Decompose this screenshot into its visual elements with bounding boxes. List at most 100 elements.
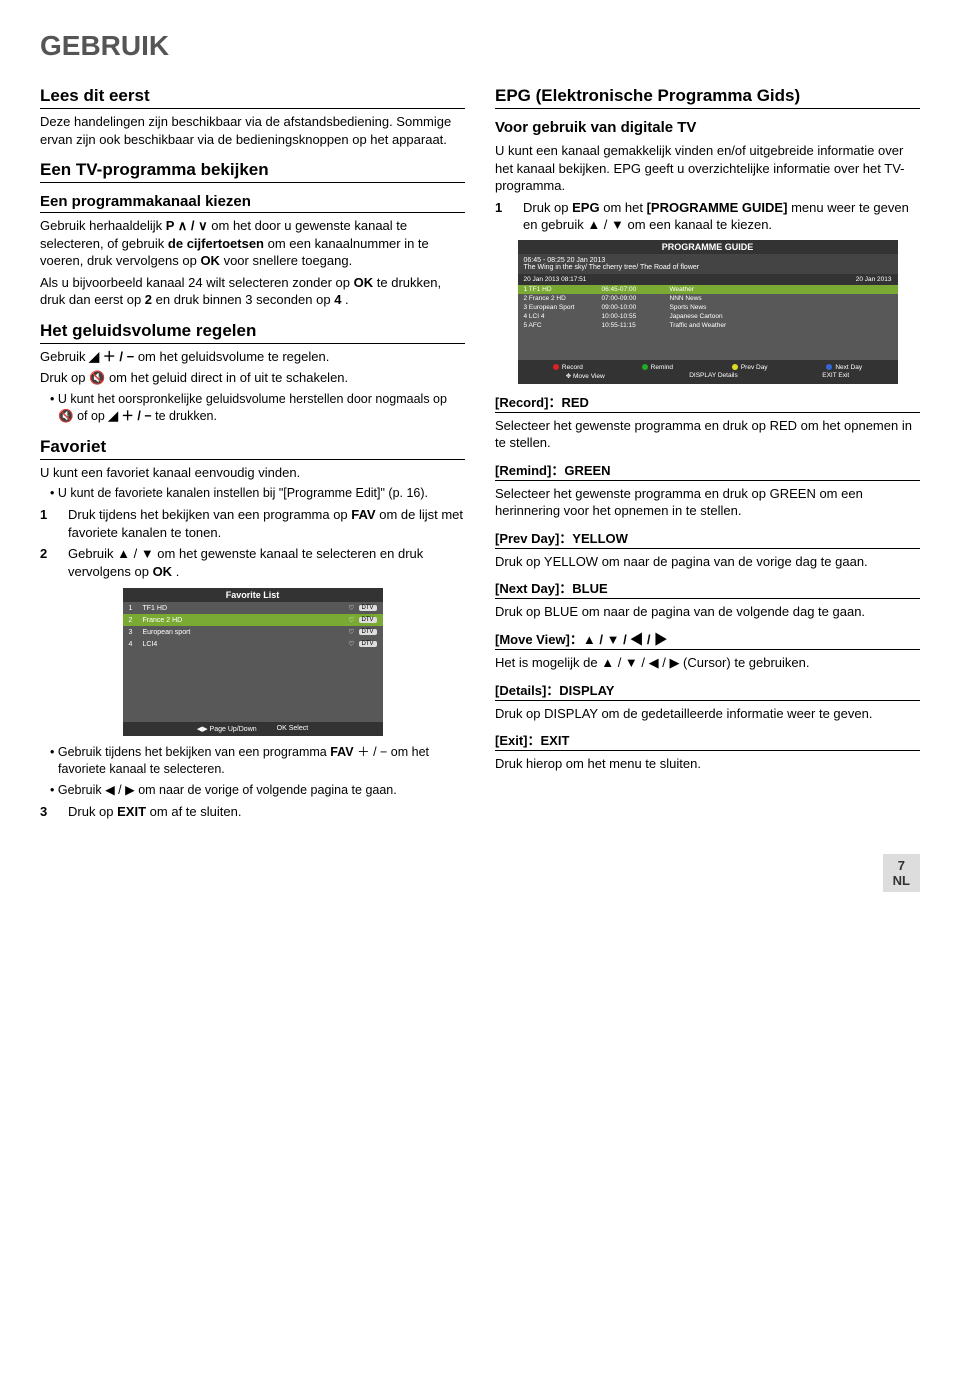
txt: Record <box>562 364 583 371</box>
step-body: Druk op EPG om het [PROGRAMME GUIDE] men… <box>523 199 920 234</box>
txt: de cijfertoetsen <box>168 236 264 251</box>
fav-row: 4LCI4♡DTV <box>123 638 383 650</box>
fav-row-empty <box>123 698 383 710</box>
epg-date-l: 20 Jan 2013 08:17:51 <box>524 276 587 283</box>
txt: FAV <box>351 507 375 522</box>
txt: The Wing in the sky/ The cherry tree/ Th… <box>524 264 892 271</box>
txt: • U kunt het oorspronkelijke geluidsvolu… <box>50 392 447 406</box>
txt: om af te sluiten. <box>150 804 242 819</box>
blue-dot-icon <box>826 364 832 370</box>
txt: om het <box>603 200 646 215</box>
fav-row: 1TF1 HD♡DTV <box>123 602 383 614</box>
txt: 2 <box>145 292 152 307</box>
section-heading: [Prev Day]：YELLOW <box>495 528 920 549</box>
txt: Druk op <box>523 200 572 215</box>
vol-icon: ◢ ＋ / − <box>89 349 134 364</box>
txt: Prev Day <box>741 364 768 371</box>
txt: om het geluid direct in of uit te schake… <box>109 370 348 385</box>
left-column: Lees dit eerst Deze handelingen zijn bes… <box>40 74 465 824</box>
vol-icon: ◢ ＋ / − <box>108 409 151 423</box>
fav-row-empty <box>123 674 383 686</box>
txt: te drukken. <box>155 409 217 423</box>
txt: OK <box>354 275 374 290</box>
txt: Next Day <box>835 364 862 371</box>
right-column: EPG (Elektronische Programma Gids) Voor … <box>495 74 920 824</box>
section-body: Druk op BLUE om naar de pagina van de vo… <box>495 603 920 621</box>
epg-figure: PROGRAMME GUIDE 06:45 - 08:25 20 Jan 201… <box>518 240 898 384</box>
txt: om het geluidsvolume te regelen. <box>138 349 330 364</box>
txt: OK <box>200 253 220 268</box>
fav-row-empty <box>123 686 383 698</box>
fig-foot-r: OK Select <box>277 725 309 733</box>
yellow-dot-icon <box>732 364 738 370</box>
step-num: 2 <box>40 545 54 580</box>
epg-row: 3 European Sport09:00-10:00Sports News <box>518 303 898 312</box>
fav-row: 2France 2 HD♡DTV <box>123 614 383 626</box>
fav-row: 3European sport♡DTV <box>123 626 383 638</box>
note-fav: • U kunt de favoriete kanalen instellen … <box>50 485 465 502</box>
txt: . <box>345 292 349 307</box>
epg-step-1: 1 Druk op EPG om het [PROGRAMME GUIDE] m… <box>495 199 920 234</box>
txt: [PROGRAMME GUIDE] <box>647 200 788 215</box>
section-body: Druk op DISPLAY om de gedetailleerde inf… <box>495 705 920 723</box>
epg-row: 1 TF1 HD06:45-07:00Weather <box>518 285 898 294</box>
epg-title: PROGRAMME GUIDE <box>518 240 898 254</box>
p-lees-dit: Deze handelingen zijn beschikbaar via de… <box>40 113 465 148</box>
txt: 4 <box>334 292 341 307</box>
epg-date-r: 20 Jan 2013 <box>856 276 892 283</box>
section-heading: [Remind]：GREEN <box>495 460 920 481</box>
green-dot-icon <box>642 364 648 370</box>
page-lang: NL <box>893 873 910 888</box>
p-up-down-icon: P ∧ / ∨ <box>166 218 208 233</box>
section-heading: [Details]：DISPLAY <box>495 680 920 701</box>
step-2: 2 Gebruik ▲ / ▼ om het gewenste kanaal t… <box>40 545 465 580</box>
txt: ✥ Move View <box>566 372 605 380</box>
txt: . <box>176 564 180 579</box>
txt: Gebruik herhaaldelijk <box>40 218 166 233</box>
h-favoriet: Favoriet <box>40 437 465 460</box>
step-num: 1 <box>495 199 509 234</box>
step-num: 1 <box>40 506 54 541</box>
txt: OK <box>153 564 173 579</box>
page-footer: 7 NL <box>40 854 920 892</box>
section-heading: [Move View]：▲ / ▼ / ◀ / ▶ <box>495 629 920 650</box>
txt: Gebruik ▲ / ▼ om het gewenste kanaal te … <box>68 546 423 579</box>
h-epg-sub: Voor gebruik van digitale TV <box>495 119 920 138</box>
epg-timeline: 06:45 - 08:25 20 Jan 2013 The Wing in th… <box>518 254 898 274</box>
txt: DISPLAY Details <box>689 372 738 379</box>
mute-icon: 🔇 <box>58 409 74 423</box>
h-kanaal-kiezen: Een programmakanaal kiezen <box>40 193 465 213</box>
step-3: 3 Druk op EXIT om af te sluiten. <box>40 803 465 821</box>
txt: EXIT <box>117 804 146 819</box>
txt: Druk op <box>68 804 117 819</box>
epg-row: 4 LCI 410:00-10:55Japanese Cartoon <box>518 312 898 321</box>
fav-row-empty <box>123 650 383 662</box>
section-heading: [Next Day]：BLUE <box>495 578 920 599</box>
note-fav-2: • Gebruik tijdens het bekijken van een p… <box>50 744 465 778</box>
page-title: GEBRUIK <box>40 30 920 62</box>
step-num: 3 <box>40 803 54 821</box>
fig-foot-l: ◀▶ Page Up/Down <box>197 725 257 733</box>
note-vol: • U kunt het oorspronkelijke geluidsvolu… <box>50 391 465 425</box>
section-body: Druk hierop om het menu te sluiten. <box>495 755 920 773</box>
txt: Gebruik <box>40 349 89 364</box>
p-kanaal-1: Gebruik herhaaldelijk P ∧ / ∨ om het doo… <box>40 217 465 270</box>
txt: en druk binnen 3 seconden op <box>156 292 335 307</box>
txt: Druk op <box>40 370 89 385</box>
note-fav-3: • Gebruik ◀ / ▶ om naar de vorige of vol… <box>50 782 465 799</box>
h-volume: Het geluidsvolume regelen <box>40 321 465 344</box>
fav-row-empty <box>123 662 383 674</box>
section-heading: [Record]：RED <box>495 392 920 413</box>
h-lees-dit-eerst: Lees dit eerst <box>40 86 465 109</box>
step-body: Gebruik ▲ / ▼ om het gewenste kanaal te … <box>68 545 465 580</box>
p-vol-2: Druk op 🔇 om het geluid direct in of uit… <box>40 369 465 387</box>
txt: • Gebruik tijdens het bekijken van een p… <box>50 745 330 759</box>
section-heading: [Exit]：EXIT <box>495 730 920 751</box>
epg-row: 5 AFC10:55-11:15Traffic and Weather <box>518 321 898 330</box>
section-body: Selecteer het gewenste programma en druk… <box>495 485 920 520</box>
txt: Druk tijdens het bekijken van een progra… <box>68 507 351 522</box>
h-tv-bekijken: Een TV-programma bekijken <box>40 160 465 183</box>
favorite-list-figure: Favorite List 1TF1 HD♡DTV2France 2 HD♡DT… <box>123 588 383 736</box>
section-body: Het is mogelijk de ▲ / ▼ / ◀ / ▶ (Cursor… <box>495 654 920 672</box>
txt: of op <box>77 409 108 423</box>
